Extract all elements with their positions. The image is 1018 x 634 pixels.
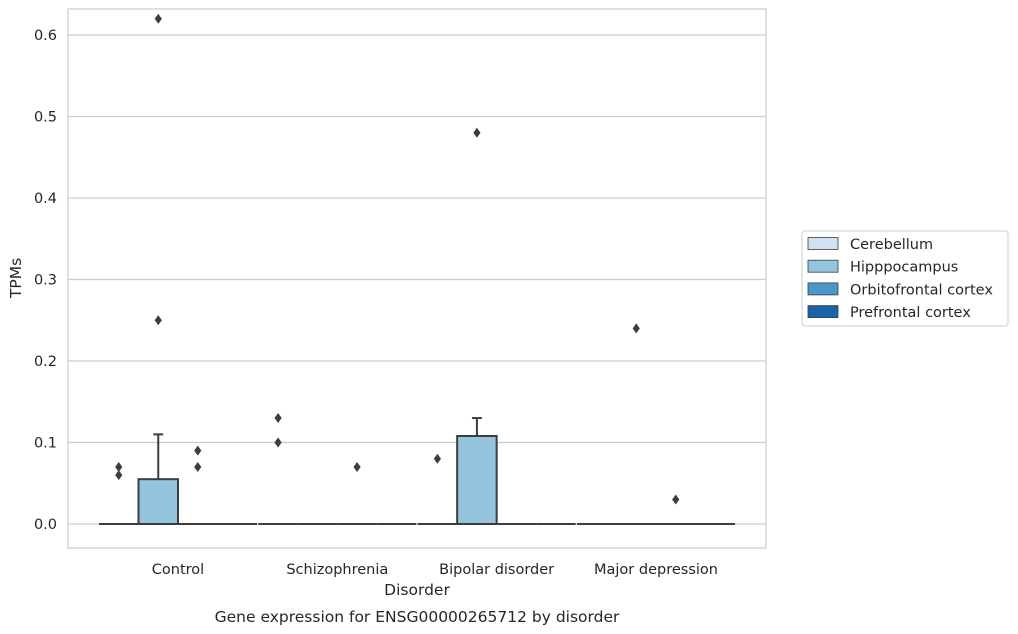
x-tick-label: Control xyxy=(152,562,204,578)
x-tick-label: Major depression xyxy=(594,562,718,578)
x-axis-title: Disorder xyxy=(384,581,450,599)
plot-frame xyxy=(67,8,767,549)
boxes xyxy=(99,417,735,526)
outliers xyxy=(115,13,680,505)
x-axis-ticks: Control Schizophrenia Bipolar disorder Majo… xyxy=(152,562,718,578)
outlier-point xyxy=(115,461,123,472)
grid-lines xyxy=(68,34,766,525)
outlier-point xyxy=(473,127,481,138)
outlier-point xyxy=(672,494,680,505)
x-tick-label: Schizophrenia xyxy=(286,562,388,578)
box-hipppocampus xyxy=(456,417,498,526)
legend-swatch xyxy=(807,237,839,250)
y-axis-ticks: 0.0 0.1 0.2 0.3 0.4 0.5 0.6 xyxy=(34,28,57,533)
legend-label: Prefrontal cortex xyxy=(850,305,971,321)
y-tick-label: 0.6 xyxy=(34,28,57,44)
legend-label: Orbitofrontal cortex xyxy=(850,282,993,298)
y-tick-label: 0.1 xyxy=(34,436,57,452)
y-tick-label: 0.0 xyxy=(34,517,57,533)
outlier-point xyxy=(154,13,162,24)
x-tick-label: Bipolar disorder xyxy=(439,562,554,578)
y-tick-label: 0.3 xyxy=(34,273,57,289)
y-tick-label: 0.5 xyxy=(34,110,57,126)
y-tick-label: 0.2 xyxy=(34,354,57,370)
outlier-point xyxy=(353,461,361,472)
legend-swatch xyxy=(807,282,839,296)
outlier-point xyxy=(433,453,442,464)
box-body xyxy=(456,434,498,526)
legend-swatch xyxy=(807,305,839,319)
chart-caption: Gene expression for ENSG00000265712 by d… xyxy=(215,608,620,626)
legend-frame xyxy=(801,230,1009,327)
y-tick-label: 0.4 xyxy=(34,191,57,207)
y-axis-title: TPMs xyxy=(7,258,25,299)
outlier-point xyxy=(194,445,202,456)
legend-label: Hipppocampus xyxy=(850,260,958,276)
legend-label: Cerebellum xyxy=(850,237,933,253)
legend-swatch xyxy=(807,259,839,273)
outlier-point xyxy=(274,413,282,424)
outlier-point xyxy=(154,315,162,326)
outlier-point xyxy=(115,470,123,481)
box-body xyxy=(137,478,179,525)
legend: Cerebellum Hipppocampus Orbitofrontal cort… xyxy=(801,230,1009,327)
outlier-point xyxy=(194,461,202,472)
box-hipppocampus xyxy=(137,433,179,525)
outlier-point xyxy=(274,437,282,448)
outlier-point xyxy=(632,323,640,334)
